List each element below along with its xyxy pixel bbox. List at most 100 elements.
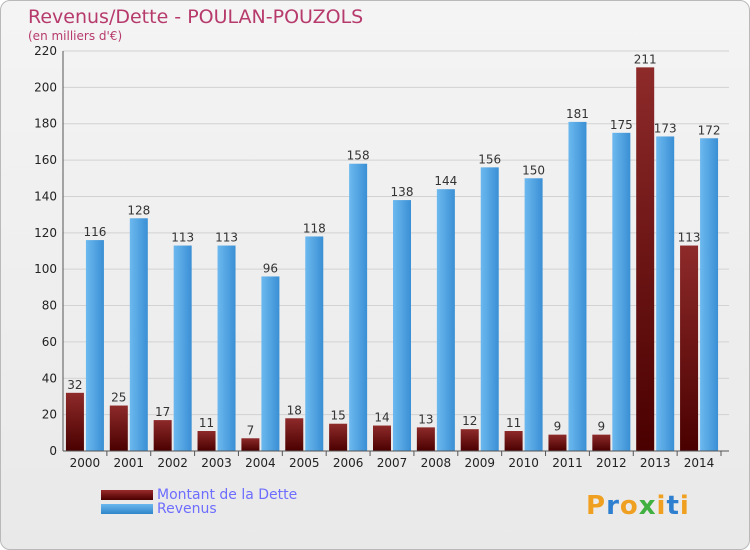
data-label-debt: 32 (67, 378, 82, 392)
bar-debt (680, 245, 699, 451)
y-tick-label: 160 (34, 153, 57, 167)
data-label-debt: 25 (111, 391, 126, 405)
axes (62, 51, 729, 452)
y-tick-label: 140 (34, 189, 57, 203)
data-label-debt: 11 (199, 416, 214, 430)
x-tick-label: 2006 (333, 456, 364, 470)
bar-debt (241, 438, 260, 451)
bar-debt (153, 420, 172, 451)
x-tick-label: 2012 (596, 456, 627, 470)
data-label-debt: 113 (678, 231, 701, 245)
y-tick-label: 120 (34, 226, 57, 240)
bar-debt (460, 429, 479, 451)
bar-debt (636, 67, 655, 451)
data-label-revenue: 96 (263, 261, 278, 275)
y-tick-label: 180 (34, 117, 57, 131)
data-label-debt: 11 (506, 416, 521, 430)
bar-revenue (173, 245, 192, 451)
y-axis-ticks: 0 20 40 60 80 100 120 140 160 180 200 220 (34, 44, 57, 458)
x-tick-label: 2002 (157, 456, 188, 470)
x-tick-label: 2008 (421, 456, 452, 470)
legend-swatch-revenue (101, 504, 153, 514)
x-tick-label: 2014 (684, 456, 715, 470)
bar-revenue (129, 218, 148, 451)
data-label-revenue: 116 (83, 225, 106, 239)
data-label-debt: 15 (330, 409, 345, 423)
data-label-revenue: 138 (391, 185, 414, 199)
y-tick-label: 80 (42, 299, 57, 313)
bar-revenue (85, 240, 104, 451)
brand-logo: Proxiti (586, 491, 690, 521)
y-tick-label: 0 (49, 444, 57, 458)
bar-revenue (261, 276, 280, 451)
x-tick-label: 2009 (464, 456, 495, 470)
x-tick-label: 2001 (114, 456, 145, 470)
data-label-debt: 17 (155, 405, 170, 419)
bars: 3211625128171131111379618118151581413813… (65, 52, 721, 452)
x-tick-label: 2013 (640, 456, 671, 470)
data-label-debt: 12 (462, 414, 477, 428)
bar-debt (109, 405, 128, 451)
data-label-revenue: 173 (654, 121, 677, 135)
data-label-revenue: 175 (610, 118, 633, 132)
data-label-debt: 7 (247, 423, 255, 437)
x-tick-label: 2010 (508, 456, 539, 470)
x-tick-label: 2007 (377, 456, 408, 470)
bar-revenue (480, 167, 499, 451)
data-label-debt: 211 (634, 52, 657, 66)
bar-revenue (612, 132, 631, 451)
y-tick-label: 100 (34, 262, 57, 276)
bar-revenue (568, 121, 587, 451)
chart-subtitle: (en milliers d'€) (28, 29, 123, 43)
bar-revenue (700, 138, 719, 452)
x-tick-label: 2005 (289, 456, 320, 470)
data-label-debt: 9 (554, 420, 562, 434)
bar-debt (416, 427, 435, 451)
bar-debt (504, 431, 523, 451)
data-label-revenue: 118 (303, 221, 326, 235)
bar-debt (373, 425, 391, 451)
y-tick-label: 40 (42, 371, 57, 385)
data-label-revenue: 113 (171, 231, 194, 245)
bar-revenue (436, 189, 455, 451)
data-label-debt: 18 (287, 403, 302, 417)
data-label-revenue: 150 (522, 163, 545, 177)
x-axis-ticks: 2000 2001 2002 2003 2004 2005 2006 2007 2008 2009… (70, 451, 722, 470)
data-label-revenue: 181 (566, 107, 589, 121)
bar-revenue (656, 136, 675, 452)
bar-debt (592, 434, 611, 451)
data-label-revenue: 144 (434, 174, 457, 188)
x-tick-label: 2003 (201, 456, 232, 470)
data-label-revenue: 172 (698, 123, 721, 137)
y-tick-label: 200 (34, 80, 57, 94)
bar-revenue (305, 236, 324, 451)
bar-debt (329, 423, 348, 451)
x-tick-label: 2011 (552, 456, 583, 470)
y-tick-label: 60 (42, 335, 57, 349)
data-label-revenue: 158 (347, 149, 370, 163)
data-label-revenue: 113 (215, 231, 238, 245)
bar-revenue (393, 200, 411, 451)
data-label-debt: 13 (418, 412, 433, 426)
data-label-revenue: 156 (478, 152, 501, 166)
x-tick-label: 2004 (245, 456, 276, 470)
y-tick-label: 220 (34, 44, 57, 58)
legend-label-revenue: Revenus (157, 501, 217, 517)
legend-label-debt: Montant de la Dette (157, 487, 298, 503)
bar-revenue (349, 163, 368, 451)
data-label-debt: 14 (374, 411, 389, 425)
chart-title: Revenus/Dette - POULAN-POUZOLS (28, 6, 364, 28)
bar-debt (197, 431, 216, 451)
legend-swatch-debt (101, 490, 153, 500)
bar-debt (285, 418, 304, 451)
bar-debt (65, 392, 84, 451)
y-tick-label: 20 (42, 408, 57, 422)
bar-revenue (524, 178, 543, 452)
x-tick-label: 2000 (70, 456, 101, 470)
bar-revenue (217, 245, 236, 451)
data-label-revenue: 128 (127, 203, 150, 217)
data-label-debt: 9 (598, 420, 606, 434)
bar-debt (548, 434, 567, 451)
